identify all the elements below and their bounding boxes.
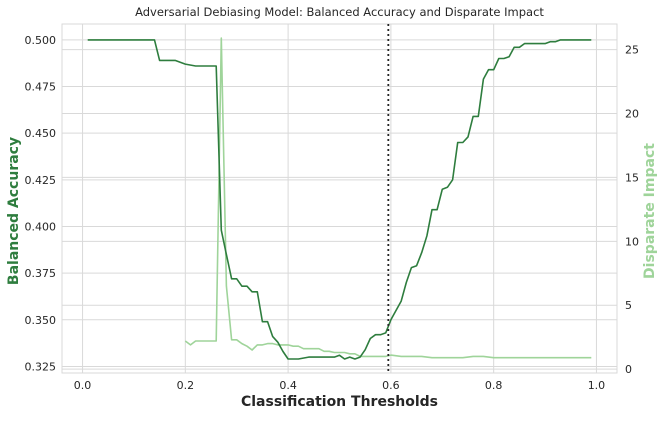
left-y-tick-label: 0.425 — [25, 174, 57, 187]
x-tick-label: 0.0 — [74, 379, 92, 392]
series-layer — [87, 24, 592, 373]
right-y-tick-label: 15 — [625, 171, 639, 184]
x-tick-label: 0.6 — [382, 379, 400, 392]
x-axis-label: Classification Thresholds — [241, 394, 438, 410]
left-y-tick-label: 0.500 — [25, 34, 57, 47]
right-y-tick-label: 20 — [625, 107, 639, 120]
left-y-tick-label: 0.325 — [25, 360, 57, 373]
right-y-tick-label: 25 — [625, 44, 639, 57]
right-y-axis-label: Disparate Impact — [642, 143, 658, 279]
x-tick-label: 0.8 — [485, 379, 503, 392]
plot-frame — [61, 23, 618, 374]
tick-layer: 0.0 0.2 0.4 0.6 0.8 1.0 0.325 0.350 0.375 0.400 0.… — [25, 34, 640, 392]
left-y-axis-label: Balanced Accuracy — [6, 137, 22, 285]
x-tick-label: 0.4 — [279, 379, 297, 392]
x-tick-label: 1.0 — [588, 379, 606, 392]
right-y-tick-label: 10 — [625, 235, 639, 248]
disparate-impact-line — [184, 37, 592, 359]
left-y-tick-label: 0.450 — [25, 127, 57, 140]
balanced-accuracy-line — [87, 39, 592, 360]
right-y-tick-label: 5 — [625, 299, 632, 312]
right-y-tick-label: 0 — [625, 363, 632, 376]
left-y-tick-label: 0.400 — [25, 220, 57, 233]
left-y-tick-label: 0.375 — [25, 267, 57, 280]
grid-layer — [62, 24, 617, 373]
left-y-tick-label: 0.350 — [25, 314, 57, 327]
x-tick-label: 0.2 — [177, 379, 195, 392]
left-y-tick-label: 0.475 — [25, 81, 57, 94]
chart-title: Adversarial Debiasing Model: Balanced Ac… — [135, 5, 544, 19]
